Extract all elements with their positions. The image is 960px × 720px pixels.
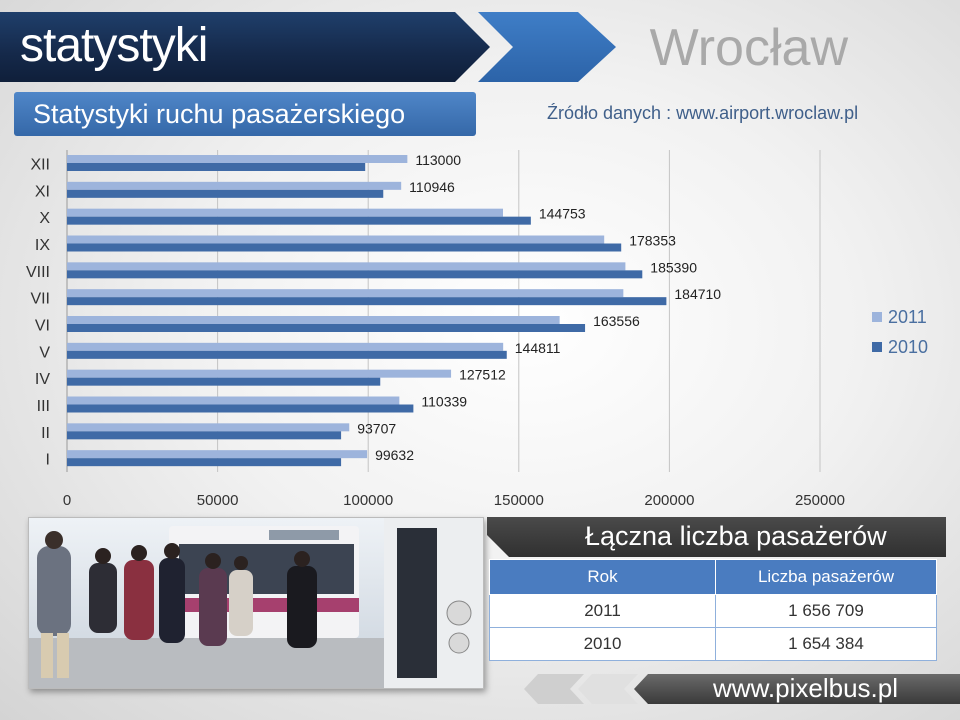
legend-label-2011: 2011 bbox=[888, 306, 927, 327]
city-name: Wrocław bbox=[649, 19, 848, 77]
bar-2010 bbox=[67, 458, 342, 467]
y-tick-label: V bbox=[39, 344, 50, 361]
header-year: Rok bbox=[489, 559, 716, 595]
data-label: 93707 bbox=[357, 420, 396, 436]
bar-2011 bbox=[67, 208, 503, 217]
y-tick-label: I bbox=[46, 452, 50, 469]
x-tick-label: 0 bbox=[63, 492, 71, 509]
y-tick-label: IV bbox=[35, 371, 50, 388]
y-tick-label: IX bbox=[35, 237, 50, 254]
x-tick-label: 100000 bbox=[343, 492, 393, 509]
data-source: Źródło danych : www.airport.wroclaw.pl bbox=[547, 103, 859, 123]
y-tick-label: VIII bbox=[26, 264, 50, 281]
bar-2011 bbox=[67, 316, 560, 324]
table-row: 2010 1 654 384 bbox=[489, 627, 937, 661]
summary-band bbox=[487, 517, 946, 557]
bar-chart: I 99632 II 93707 III 110339 IV 127512 V 144811 VI 1… bbox=[26, 150, 845, 509]
bar-2011 bbox=[67, 369, 452, 378]
bar-2010 bbox=[67, 350, 507, 359]
bar-2011 bbox=[67, 342, 504, 351]
y-tick-label: XI bbox=[35, 183, 50, 200]
x-tick-label: 250000 bbox=[795, 492, 845, 509]
bar-2011 bbox=[67, 235, 605, 244]
row-count: 1 654 384 bbox=[715, 627, 937, 661]
legend-swatch-2011 bbox=[872, 312, 882, 322]
bar-2010 bbox=[67, 377, 381, 386]
passenger-total-table: Rok Liczba pasażerów 2011 1 656 709 2010… bbox=[489, 559, 937, 661]
bar-2010 bbox=[67, 431, 342, 440]
bar-2011 bbox=[67, 155, 408, 163]
row-year: 2010 bbox=[489, 627, 716, 661]
data-label: 144811 bbox=[515, 340, 561, 356]
y-tick-label: XII bbox=[30, 156, 50, 173]
bar-2010 bbox=[67, 297, 667, 306]
bar-2011 bbox=[67, 450, 368, 459]
page-title: statystyki bbox=[20, 19, 208, 72]
chart-legend: 2011 2010 bbox=[872, 302, 928, 362]
bar-2010 bbox=[67, 216, 531, 225]
chart-subtitle: Statystyki ruchu pasażerskiego bbox=[33, 99, 406, 129]
bar-2011 bbox=[67, 262, 626, 271]
y-tick-label: II bbox=[41, 425, 50, 442]
y-tick-label: X bbox=[39, 210, 50, 227]
x-tick-label: 50000 bbox=[197, 492, 239, 509]
row-count: 1 656 709 bbox=[715, 594, 937, 628]
website-link[interactable]: www.pixelbus.pl bbox=[713, 673, 898, 703]
bar-2010 bbox=[67, 404, 414, 413]
bar-2010 bbox=[67, 189, 384, 198]
data-label: 163556 bbox=[593, 313, 640, 329]
bar-2011 bbox=[67, 396, 400, 405]
legend-item-2011: 2011 bbox=[872, 302, 928, 332]
summary-title: Łączna liczba pasażerów bbox=[585, 521, 887, 551]
legend-item-2010: 2010 bbox=[872, 332, 928, 362]
footer-chevron bbox=[524, 674, 584, 704]
header-count: Liczba pasażerów bbox=[715, 559, 937, 595]
bar-2011 bbox=[67, 181, 402, 190]
data-label: 99632 bbox=[375, 447, 414, 463]
header-arrow bbox=[478, 12, 616, 82]
bar-2011 bbox=[67, 289, 624, 298]
data-label: 113000 bbox=[415, 152, 461, 168]
data-label: 144753 bbox=[539, 206, 586, 222]
data-label: 178353 bbox=[629, 233, 676, 249]
bar-2010 bbox=[67, 270, 643, 279]
y-tick-label: VI bbox=[35, 317, 50, 334]
data-label: 110946 bbox=[409, 179, 455, 195]
airport-bus-photo bbox=[28, 517, 484, 689]
x-tick-label: 150000 bbox=[494, 492, 544, 509]
legend-swatch-2010 bbox=[872, 342, 882, 352]
y-tick-label: VII bbox=[30, 291, 50, 308]
x-tick-label: 200000 bbox=[644, 492, 694, 509]
table-header-row: Rok Liczba pasażerów bbox=[489, 559, 937, 595]
data-label: 110339 bbox=[421, 394, 467, 410]
footer-chevron bbox=[578, 674, 638, 704]
table-row: 2011 1 656 709 bbox=[489, 594, 937, 628]
data-label: 127512 bbox=[459, 367, 506, 383]
header-band bbox=[0, 12, 490, 82]
legend-label-2010: 2010 bbox=[888, 336, 929, 357]
data-label: 185390 bbox=[650, 259, 697, 275]
footer-bar bbox=[634, 674, 960, 704]
bar-2010 bbox=[67, 163, 366, 171]
y-tick-label: III bbox=[37, 398, 50, 415]
bar-2011 bbox=[67, 423, 350, 432]
subtitle-band bbox=[14, 92, 476, 136]
data-label: 184710 bbox=[674, 286, 721, 302]
bar-2010 bbox=[67, 243, 622, 252]
bar-2010 bbox=[67, 324, 586, 332]
row-year: 2011 bbox=[489, 594, 716, 628]
